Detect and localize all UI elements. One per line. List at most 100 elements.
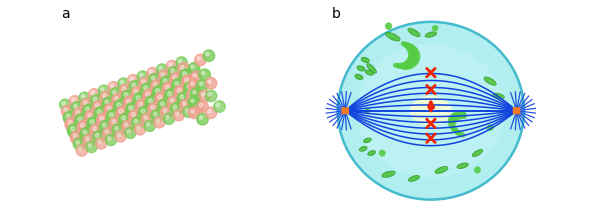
Circle shape: [155, 88, 160, 93]
Circle shape: [137, 126, 140, 130]
Circle shape: [73, 138, 85, 150]
Circle shape: [144, 116, 147, 119]
Circle shape: [170, 98, 174, 102]
Circle shape: [93, 97, 97, 101]
Circle shape: [91, 95, 102, 107]
Circle shape: [82, 104, 96, 118]
Circle shape: [159, 66, 162, 70]
Circle shape: [125, 127, 136, 138]
Circle shape: [95, 133, 99, 137]
Circle shape: [136, 96, 140, 100]
Circle shape: [144, 120, 155, 131]
Circle shape: [190, 91, 194, 95]
Circle shape: [81, 95, 85, 98]
Circle shape: [115, 131, 126, 142]
Circle shape: [174, 85, 188, 99]
Circle shape: [109, 117, 123, 130]
Ellipse shape: [367, 64, 376, 73]
Circle shape: [160, 76, 174, 89]
Circle shape: [100, 91, 112, 103]
Circle shape: [105, 100, 109, 104]
Circle shape: [105, 134, 117, 145]
Circle shape: [124, 93, 128, 97]
Circle shape: [163, 79, 167, 83]
Circle shape: [97, 113, 111, 128]
Circle shape: [120, 80, 124, 84]
Circle shape: [199, 69, 210, 81]
Circle shape: [172, 78, 186, 93]
Circle shape: [178, 63, 190, 75]
Circle shape: [92, 131, 105, 143]
Circle shape: [191, 99, 194, 102]
Circle shape: [78, 117, 82, 121]
Circle shape: [180, 95, 184, 99]
Circle shape: [123, 96, 138, 110]
Circle shape: [127, 130, 130, 133]
Circle shape: [102, 94, 107, 97]
Circle shape: [133, 92, 147, 107]
Circle shape: [158, 95, 162, 99]
Ellipse shape: [357, 66, 365, 71]
Circle shape: [102, 123, 106, 127]
Circle shape: [78, 147, 82, 151]
Ellipse shape: [410, 96, 452, 125]
Circle shape: [122, 116, 125, 120]
Circle shape: [164, 113, 175, 124]
Circle shape: [131, 86, 144, 100]
Circle shape: [206, 107, 217, 119]
Circle shape: [151, 105, 155, 109]
Circle shape: [157, 64, 168, 75]
Circle shape: [474, 167, 481, 173]
Circle shape: [193, 103, 204, 114]
Circle shape: [197, 80, 209, 91]
Ellipse shape: [365, 70, 373, 75]
Circle shape: [62, 102, 65, 105]
Circle shape: [385, 23, 392, 29]
Circle shape: [134, 124, 145, 135]
Circle shape: [165, 85, 170, 89]
Ellipse shape: [457, 163, 468, 168]
Ellipse shape: [493, 93, 504, 99]
Circle shape: [164, 88, 179, 103]
Circle shape: [188, 63, 200, 74]
Circle shape: [148, 99, 153, 103]
Circle shape: [79, 92, 90, 103]
Circle shape: [191, 65, 194, 69]
Circle shape: [138, 106, 151, 119]
Circle shape: [190, 88, 202, 99]
Circle shape: [199, 116, 203, 119]
Circle shape: [110, 84, 114, 87]
Circle shape: [124, 123, 128, 127]
Circle shape: [87, 117, 101, 131]
Circle shape: [163, 109, 167, 112]
FancyBboxPatch shape: [513, 107, 521, 114]
Circle shape: [117, 133, 121, 137]
Circle shape: [153, 82, 157, 86]
Circle shape: [195, 54, 206, 66]
Ellipse shape: [425, 32, 436, 37]
Circle shape: [117, 103, 121, 107]
Circle shape: [84, 110, 99, 125]
Circle shape: [102, 127, 115, 140]
Circle shape: [112, 119, 116, 124]
Ellipse shape: [385, 32, 400, 41]
Circle shape: [110, 88, 122, 100]
Circle shape: [171, 69, 174, 73]
Circle shape: [183, 106, 194, 117]
Circle shape: [166, 115, 169, 119]
Circle shape: [101, 87, 104, 91]
Circle shape: [208, 109, 211, 113]
Circle shape: [178, 59, 181, 63]
Circle shape: [126, 99, 131, 103]
Circle shape: [191, 82, 194, 85]
Circle shape: [98, 85, 110, 96]
Circle shape: [132, 83, 135, 87]
FancyBboxPatch shape: [342, 107, 349, 114]
Circle shape: [162, 82, 177, 96]
Circle shape: [141, 83, 154, 96]
Circle shape: [83, 134, 95, 147]
Circle shape: [148, 103, 161, 116]
Ellipse shape: [368, 151, 375, 155]
Circle shape: [63, 111, 77, 125]
Circle shape: [176, 112, 179, 115]
